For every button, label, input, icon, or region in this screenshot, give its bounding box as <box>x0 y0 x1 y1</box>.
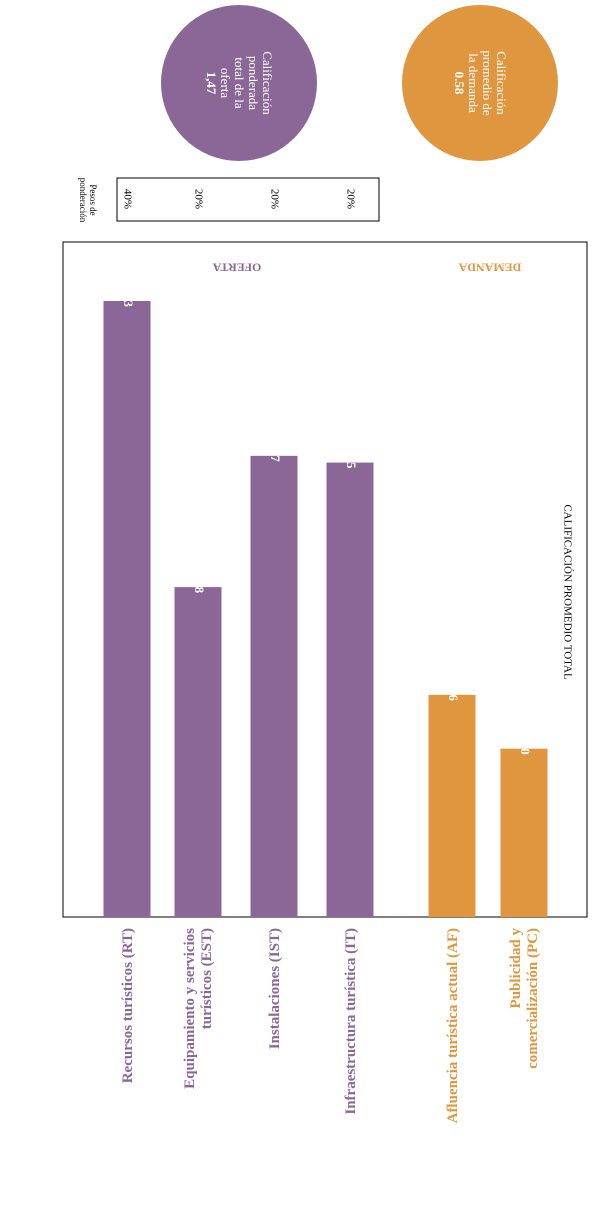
weight-infraestructura-turistica-it: 20% <box>344 189 356 209</box>
bar-infraestructura-turistica-it <box>326 462 374 917</box>
summary-circle-1 <box>161 5 317 161</box>
x-axis-label: CALIFICACIÓN PROMEDIO TOTAL <box>561 504 573 680</box>
summary-text-2: Calificaciónpromedio dela demanda0.58 <box>452 50 509 116</box>
bar-recursos-turisticos-rt <box>103 301 151 917</box>
value-label-publicidad-y-comercializacion-pc: 0,50 <box>518 732 533 755</box>
category-label-infraestructura-turistica-it: Infraestructura turística (IT) <box>343 928 359 1115</box>
bar-equipamiento-y-servicios-turisticos-est <box>174 587 222 917</box>
value-label-recursos-turisticos-rt: 1,83 <box>121 284 136 307</box>
group-label-oferta: OFERTA <box>212 260 261 274</box>
category-label-afluencia-turistica-actual-af: Afluencia turística actual (AF) <box>445 928 461 1123</box>
weights-box <box>116 177 380 222</box>
summary-circle-2 <box>402 5 558 161</box>
category-label-publicidad-y-comercializacion-pc: Publicidad ycomercialización (PC) <box>508 928 541 1069</box>
value-label-afluencia-turistica-actual-af: 0,66 <box>446 678 461 701</box>
value-label-infraestructura-turistica-it: 1,35 <box>344 446 359 469</box>
bar-publicidad-y-comercializacion-pc <box>500 748 548 917</box>
group-label-demanda: DEMANDA <box>458 260 521 274</box>
weight-recursos-turisticos-rt: 40% <box>121 189 133 209</box>
value-label-instalaciones-ist: 1,37 <box>268 439 283 462</box>
weight-equipamiento-y-servicios-turisticos-est: 20% <box>192 189 204 209</box>
plot-frame <box>62 241 588 918</box>
bar-afluencia-turistica-actual-af <box>428 694 476 917</box>
category-label-recursos-turisticos-rt: Recursos turísticos (RT) <box>120 928 136 1083</box>
weight-instalaciones-ist: 20% <box>268 189 280 209</box>
category-label-instalaciones-ist: Instalaciones (IST) <box>267 928 283 1049</box>
category-label-equipamiento-y-servicios-turisticos-est: Equipamiento y serviciosturísticos (EST) <box>182 928 215 1089</box>
weights-header: Pesos deponderación <box>78 178 98 223</box>
bar-instalaciones-ist <box>250 455 298 917</box>
value-label-equipamiento-y-servicios-turisticos-est: 0,98 <box>192 570 207 593</box>
summary-text-1: Calificaciónponderadatotal de laoferta1,… <box>204 51 275 115</box>
